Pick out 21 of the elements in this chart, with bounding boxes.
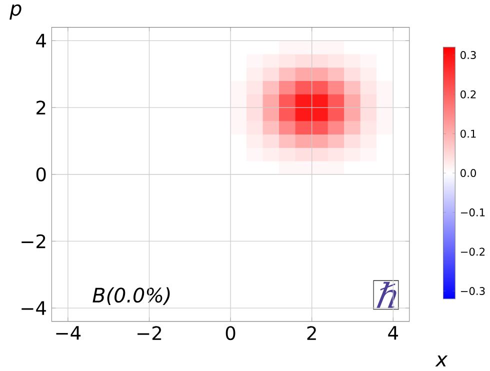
x-tick-label: −2 (138, 326, 162, 340)
color-bar-label: 0.1 (460, 130, 476, 138)
x-tick-label: −4 (56, 326, 81, 340)
y-tick-label: 4 (36, 34, 46, 48)
y-tick-label: 0 (36, 167, 46, 182)
annotation: B(0.0%) (92, 287, 170, 305)
color-bar-label: 0.2 (460, 90, 476, 98)
y-axis-title: p (10, 4, 22, 20)
color-bar-label: −0.2 (460, 248, 485, 256)
annotation: ℏ (376, 282, 396, 308)
color-bar-label: −0.1 (460, 208, 485, 216)
y-tick-label: −4 (22, 301, 46, 315)
y-tick-label: −2 (22, 234, 46, 248)
x-tick-label: 2 (307, 326, 316, 340)
color-bar-label: 0.3 (460, 50, 476, 59)
color-bar-label: 0.0 (460, 168, 476, 178)
y-tick-label: 2 (36, 100, 46, 114)
x-axis-title: x (435, 355, 448, 366)
x-tick-label: 0 (226, 326, 236, 340)
color-bar-label: −0.3 (460, 286, 485, 296)
x-tick-label: 4 (388, 326, 398, 340)
